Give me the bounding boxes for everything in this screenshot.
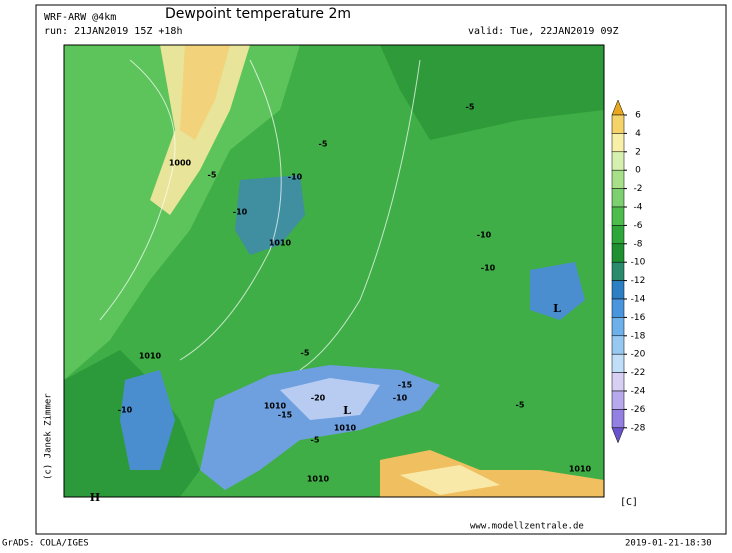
region-carpathian [530, 262, 585, 320]
colorbar-box [611, 206, 625, 226]
map-frame [63, 44, 605, 498]
outer-frame [35, 4, 727, 535]
region-alps [200, 365, 440, 490]
map-label: -10 [477, 231, 492, 240]
model: WRF-ARW @4km [44, 12, 116, 23]
colorbar-box [611, 298, 625, 318]
colorbar-label: -20 [631, 350, 646, 360]
colorbar-label: -16 [631, 313, 646, 323]
colorbar-label: -28 [631, 423, 646, 433]
colorbar-box [611, 280, 625, 300]
map-label: -10 [118, 406, 133, 415]
map-label: -5 [301, 349, 310, 358]
map-label: L [553, 302, 561, 315]
map-label: -10 [288, 173, 303, 182]
footer-right: 2019-01-21-18:30 [625, 539, 712, 549]
colorbar-label: -12 [631, 276, 646, 286]
isobar [179, 59, 282, 361]
region-netherlands [235, 175, 305, 255]
colorbar-label: -2 [634, 184, 643, 194]
colorbar-cap-bottom [611, 427, 625, 444]
colorbar-box [611, 372, 625, 392]
map-label: -5 [311, 436, 320, 445]
colorbar-box [611, 390, 625, 410]
colorbar-box [611, 114, 625, 134]
map-label: -5 [208, 171, 217, 180]
map-label: -10 [233, 208, 248, 217]
colorbar-box [611, 317, 625, 337]
colorbar-label: -14 [631, 295, 646, 305]
colorbar-label: 4 [635, 129, 641, 139]
credit: (c) Janek Zimmer [44, 393, 54, 480]
region-adriatic-cool [400, 465, 500, 495]
map-label: -10 [393, 394, 408, 403]
colorbar-label: 0 [635, 166, 641, 176]
region-west [64, 45, 300, 380]
colorbar-label: -4 [634, 203, 643, 213]
colorbar-box [611, 409, 625, 429]
region-baltic [380, 45, 604, 140]
region-alps-cold [280, 378, 380, 420]
colorbar-label: 6 [635, 111, 641, 121]
footer-left: GrADS: COLA/IGES [2, 539, 89, 549]
isobar [299, 59, 421, 371]
colorbar-box [611, 335, 625, 355]
map-label: -5 [319, 140, 328, 149]
colorbar-label: -24 [631, 387, 646, 397]
colorbar-box [611, 151, 625, 171]
map-label: 1010 [569, 465, 592, 474]
map-label: -15 [398, 381, 413, 390]
map [63, 44, 605, 498]
isobar [99, 59, 176, 321]
colorbar-label: -18 [631, 331, 646, 341]
map-label: 1000 [169, 159, 192, 168]
colorbar-box [611, 243, 625, 263]
map-label: -20 [311, 394, 326, 403]
map-label: -5 [466, 103, 475, 112]
colorbar-box [611, 353, 625, 373]
colorbar-box [611, 261, 625, 281]
colorbar-label: -22 [631, 368, 646, 378]
colorbar-label: 2 [635, 147, 641, 157]
colorbar: 6 4 2 0 -2 -4 -6 -8 -10 -12 -14 -16 -18 -20 -22 -24 -26 -… [611, 99, 646, 444]
map-label: -15 [278, 411, 293, 420]
map-label: H [90, 491, 100, 504]
map-labels: 1000 1010 1010 1010 1010 1010 1010 L L H -5 -5 -5 -5 -… [90, 103, 592, 505]
region-north-sea-warm [180, 45, 230, 140]
colorbar-box [611, 188, 625, 208]
map-label: 1010 [307, 475, 330, 484]
colorbar-box [611, 169, 625, 189]
colorbar-label: -10 [631, 258, 646, 268]
title: Dewpoint temperature 2m [165, 6, 351, 22]
map-label: 1010 [269, 239, 292, 248]
map-label: 1010 [139, 352, 162, 361]
unit: [C] [620, 497, 638, 508]
map-label: 1010 [264, 402, 287, 411]
map-label: -10 [481, 264, 496, 273]
colorbar-box [611, 225, 625, 245]
region-massif [120, 370, 175, 470]
colorbar-box [611, 133, 625, 153]
colorbar-label: -6 [634, 221, 643, 231]
map-label: -5 [516, 401, 525, 410]
run: run: 21JAN2019 15Z +18h [44, 26, 182, 37]
valid: valid: Tue, 22JAN2019 09Z [468, 26, 619, 37]
website: www.modellzentrale.de [470, 522, 584, 532]
colorbar-cap-top [611, 99, 625, 116]
colorbar-label: -26 [631, 405, 646, 415]
map-label: 1010 [334, 424, 357, 433]
colorbar-label: -8 [634, 239, 643, 249]
map-label: L [343, 404, 351, 417]
